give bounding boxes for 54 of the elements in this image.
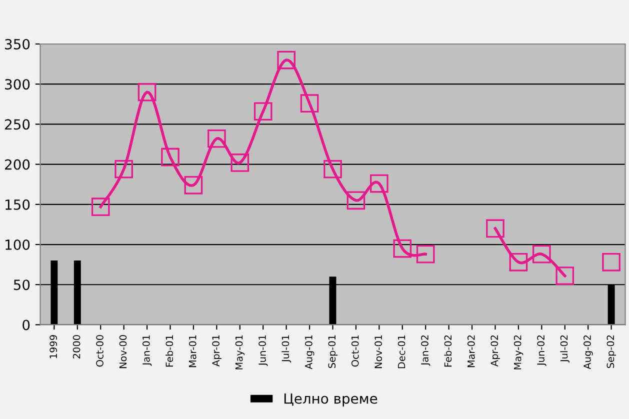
- point: [416, 244, 435, 264]
- point: [486, 219, 504, 238]
- point: [184, 176, 203, 194]
- x-tick-label: Feb-02: [444, 335, 452, 367]
- point: [138, 82, 156, 102]
- x-tick-label: Oct-00: [96, 335, 104, 367]
- x-tick-label: Mar-01: [188, 335, 196, 368]
- x-tick-label: Sep-01: [328, 335, 338, 368]
- x-tick-label: Sep-02: [606, 335, 616, 368]
- point: [161, 148, 180, 166]
- x-tick-label: Apr-01: [212, 335, 222, 366]
- point: [556, 266, 574, 285]
- point: [602, 252, 620, 272]
- point: [324, 160, 342, 178]
- point: [277, 50, 296, 70]
- x-tick-label: May-02: [514, 335, 524, 370]
- point: [300, 94, 319, 113]
- x-tick-label: Nov-01: [374, 335, 382, 368]
- x-tick-label: Jun-01: [258, 335, 268, 366]
- x-tick-label: Aug-01: [304, 335, 314, 370]
- y-tick-label: 150: [6, 199, 30, 210]
- point: [393, 239, 412, 258]
- x-tick-label: Feb-01: [166, 335, 174, 367]
- point: [230, 154, 250, 172]
- y-tick-label: 250: [5, 119, 30, 130]
- y-tick-label: 350: [5, 38, 30, 50]
- x-tick-label: Jan-02: [421, 335, 430, 366]
- x-tick-label: Apr-02: [490, 335, 500, 366]
- x-tick-label: Oct-01: [351, 335, 359, 367]
- y-tick-label: 200: [5, 159, 30, 170]
- point: [91, 198, 110, 216]
- point: [208, 129, 226, 148]
- x-tick-label: Nov-00: [119, 335, 127, 368]
- x-tick-label: Jul-01: [282, 335, 291, 363]
- point: [532, 244, 551, 264]
- y-tick-label: 0: [22, 320, 30, 330]
- point: [346, 191, 366, 210]
- x-tick-label: 2000: [72, 335, 80, 358]
- x-tick-label: Jan-01: [142, 335, 152, 366]
- point: [509, 252, 528, 272]
- y-tick-label: 100: [6, 239, 30, 250]
- x-tick-label: Mar-02: [467, 335, 475, 368]
- y-tick-label: 50: [14, 280, 30, 290]
- x-tick-label: May-01: [235, 335, 245, 370]
- point: [370, 174, 388, 193]
- x-tick-label: Dec-01: [398, 335, 406, 368]
- x-tick-label: Aug-02: [584, 335, 593, 370]
- x-tick-label: Jul-02: [560, 335, 570, 363]
- x-tick-label: Jun-02: [537, 335, 546, 366]
- point: [114, 160, 133, 178]
- legend-label: Целно време: [284, 393, 378, 406]
- point: [254, 102, 272, 121]
- y-tick-label: 300: [5, 79, 30, 90]
- x-tick-label: 1999: [50, 335, 58, 358]
